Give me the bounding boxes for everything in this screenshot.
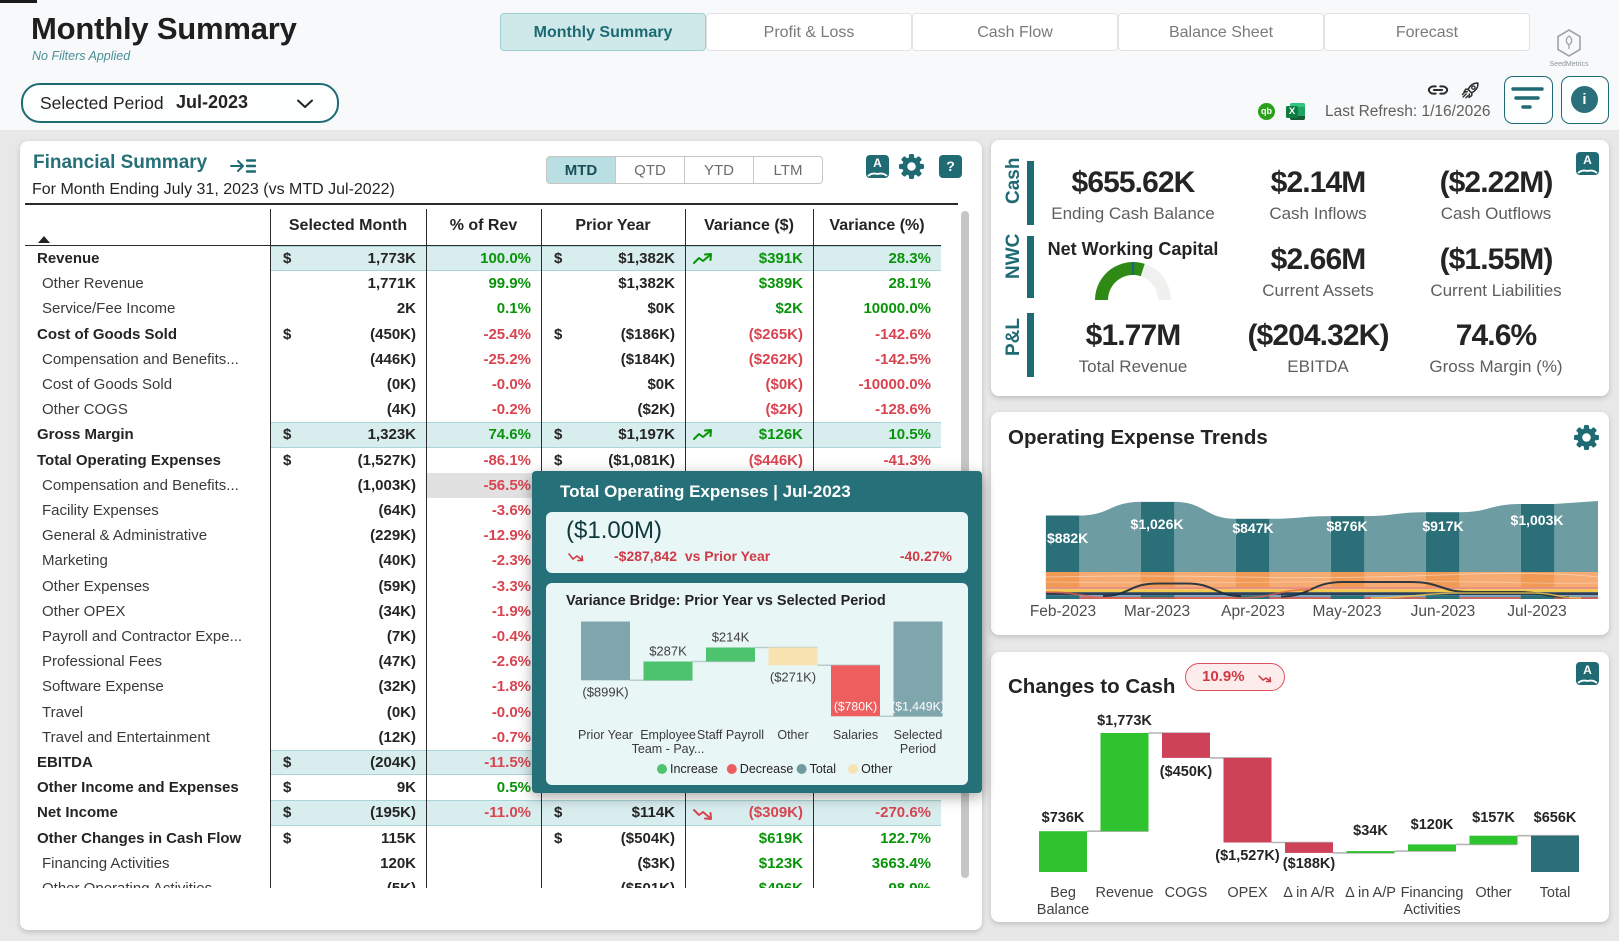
svg-text:Salaries: Salaries (833, 728, 878, 742)
svg-text:($271K): ($271K) (770, 669, 816, 684)
svg-text:Beg: Beg (1050, 885, 1076, 901)
svg-text:Prior Year: Prior Year (578, 728, 633, 742)
svg-text:$1,773K: $1,773K (1097, 713, 1152, 729)
svg-text:COGS: COGS (1165, 885, 1208, 901)
svg-text:Balance: Balance (1037, 902, 1089, 918)
svg-text:Other: Other (1475, 885, 1511, 901)
svg-text:Jul-2023: Jul-2023 (1507, 603, 1566, 620)
svg-text:Other: Other (861, 762, 892, 776)
svg-text:$736K: $736K (1042, 810, 1085, 826)
svg-text:Feb-2023: Feb-2023 (1030, 603, 1096, 620)
svg-text:$120K: $120K (1411, 817, 1454, 833)
svg-text:Activities: Activities (1403, 902, 1460, 918)
svg-text:May-2023: May-2023 (1313, 603, 1382, 620)
svg-text:($1,527K): ($1,527K) (1215, 848, 1280, 864)
svg-text:$882K: $882K (1047, 530, 1088, 546)
svg-text:$656K: $656K (1534, 810, 1577, 826)
svg-text:Selected: Selected (894, 728, 943, 742)
svg-text:$917K: $917K (1422, 518, 1463, 534)
svg-text:Period: Period (900, 742, 936, 756)
svg-text:$34K: $34K (1353, 823, 1388, 839)
svg-text:$214K: $214K (712, 630, 750, 645)
svg-text:Financing: Financing (1401, 885, 1464, 901)
svg-text:($899K): ($899K) (582, 684, 628, 699)
svg-text:Revenue: Revenue (1095, 885, 1153, 901)
svg-text:Δ in A/R: Δ in A/R (1283, 885, 1335, 901)
svg-text:($780K): ($780K) (834, 699, 877, 713)
svg-text:$157K: $157K (1472, 810, 1515, 826)
svg-text:Jun-2023: Jun-2023 (1411, 603, 1476, 620)
svg-text:Decrease: Decrease (740, 762, 794, 776)
svg-text:Total: Total (810, 762, 836, 776)
svg-text:OPEX: OPEX (1227, 885, 1268, 901)
svg-text:Staff Payroll: Staff Payroll (697, 728, 764, 742)
svg-text:Employee: Employee (640, 728, 696, 742)
svg-text:($188K): ($188K) (1283, 856, 1336, 872)
svg-text:$287K: $287K (649, 644, 687, 659)
svg-text:Mar-2023: Mar-2023 (1124, 603, 1190, 620)
svg-text:Other: Other (777, 728, 808, 742)
svg-text:Total: Total (1540, 885, 1571, 901)
svg-text:$876K: $876K (1326, 518, 1367, 534)
svg-text:$1,003K: $1,003K (1511, 512, 1564, 528)
svg-text:Apr-2023: Apr-2023 (1221, 603, 1285, 620)
svg-text:Increase: Increase (670, 762, 718, 776)
svg-text:$1,026K: $1,026K (1131, 516, 1184, 532)
svg-text:Team - Pay...: Team - Pay... (632, 742, 705, 756)
svg-text:Δ in A/P: Δ in A/P (1345, 885, 1396, 901)
svg-text:($450K): ($450K) (1160, 764, 1213, 780)
svg-text:($1,449K): ($1,449K) (891, 699, 945, 713)
svg-text:$847K: $847K (1232, 520, 1273, 536)
